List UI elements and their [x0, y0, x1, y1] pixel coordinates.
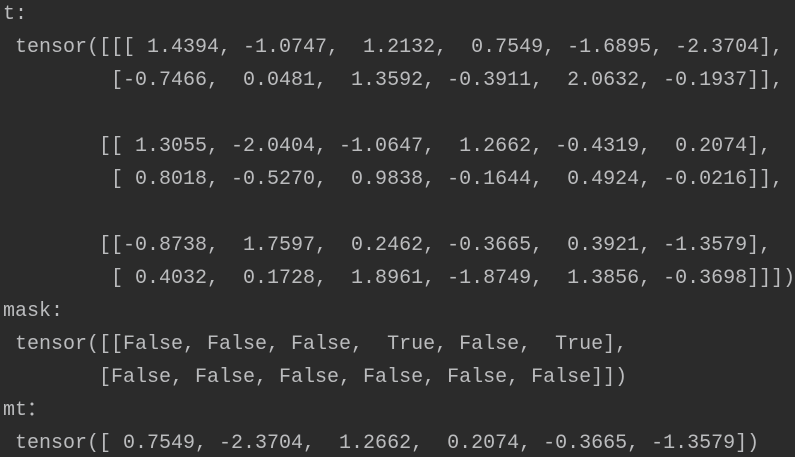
- output-line: [[-0.8738, 1.7597, 0.2462, -0.3665, 0.39…: [3, 234, 772, 257]
- output-line: tensor([[False, False, False, True, Fals…: [3, 333, 628, 356]
- output-line: [[ 1.3055, -2.0404, -1.0647, 1.2662, -0.…: [3, 135, 772, 158]
- output-line: tensor([[[ 1.4394, -1.0747, 1.2132, 0.75…: [3, 36, 784, 59]
- output-line: [ 0.8018, -0.5270, 0.9838, -0.1644, 0.49…: [3, 168, 784, 191]
- output-line: [-0.7466, 0.0481, 1.3592, -0.3911, 2.063…: [3, 69, 784, 92]
- output-line: tensor([ 0.7549, -2.3704, 1.2662, 0.2074…: [3, 432, 760, 455]
- output-line: [False, False, False, False, False, Fals…: [3, 366, 628, 389]
- output-label: mask:: [3, 300, 64, 323]
- output-label: mt：: [3, 399, 48, 422]
- output-label: t:: [3, 3, 28, 26]
- output-line: [ 0.4032, 0.1728, 1.8961, -1.8749, 1.385…: [3, 267, 795, 290]
